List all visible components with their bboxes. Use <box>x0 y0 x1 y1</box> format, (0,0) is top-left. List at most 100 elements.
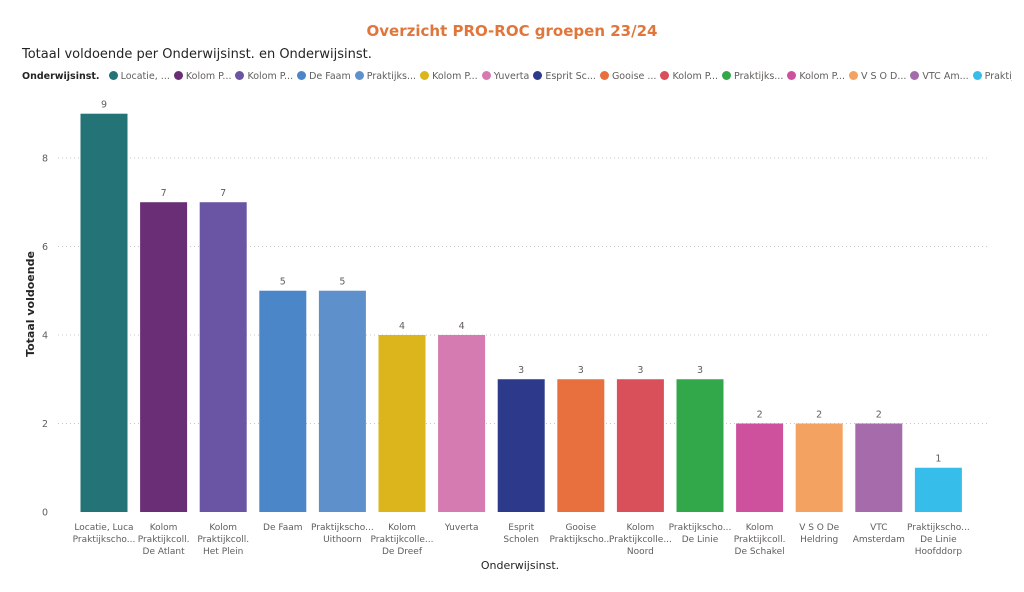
legend-item[interactable]: Yuverta <box>481 71 530 82</box>
data-label: 2 <box>876 409 882 420</box>
legend-item[interactable]: Praktijks... <box>722 71 783 82</box>
data-label: 4 <box>399 321 405 332</box>
legend-color-dot <box>599 71 609 80</box>
legend-label: Kolom P... <box>672 71 719 82</box>
x-tick-label-line: De Dreef <box>382 547 423 557</box>
legend-item[interactable]: De Faam <box>297 71 351 82</box>
legend-color-dot <box>533 71 543 80</box>
x-tick-label-line: Praktijkcolle... <box>370 535 433 545</box>
legend-item[interactable]: Esprit Sc... <box>533 71 596 82</box>
legend-color-dot <box>354 71 364 80</box>
x-tick-label-line: Gooise <box>565 523 596 533</box>
x-tick-label: Kolom Praktijkcolle... Noord <box>609 523 672 557</box>
x-tick-label-line: Kolom <box>388 523 416 533</box>
x-tick-label-line: Praktijkscho... <box>549 535 612 545</box>
data-label: 3 <box>518 365 524 376</box>
x-tick-label: VTC Amsterdam <box>853 523 905 545</box>
legend-label: Praktijks... <box>734 71 784 82</box>
y-tick-label: 0 <box>42 508 48 519</box>
x-tick-label: Praktijkscho... De Linie <box>669 523 732 545</box>
bar <box>795 423 843 512</box>
x-tick-label-line: VTC <box>870 523 887 533</box>
data-label: 3 <box>637 365 643 376</box>
bar <box>914 467 962 512</box>
x-tick-label-line: Yuverta <box>444 523 479 533</box>
data-label: 5 <box>280 277 286 288</box>
bar <box>199 202 247 512</box>
bar <box>676 379 724 512</box>
bar <box>497 379 545 512</box>
legend-item[interactable]: Kolom P... <box>420 71 478 82</box>
data-label: 7 <box>161 188 167 199</box>
legend-item[interactable]: Gooise ... <box>599 71 657 82</box>
legend-label: De Faam <box>309 71 351 82</box>
bar <box>855 423 903 512</box>
bar <box>557 379 605 512</box>
legend-item[interactable]: VTC Am... <box>910 71 969 82</box>
legend-color-dot <box>173 71 183 80</box>
legend-item[interactable]: Kolom P... <box>660 71 718 82</box>
x-tick-label-line: De Atlant <box>143 547 186 557</box>
x-tick-label: Gooise Praktijkscho... <box>549 523 612 545</box>
x-axis-label: Onderwijsinst. <box>481 559 559 572</box>
legend-item[interactable]: V S O D... <box>848 71 907 82</box>
x-tick-label-line: De Linie <box>920 535 957 545</box>
legend-color-dot <box>481 71 491 80</box>
legend-item[interactable]: Kolom P... <box>787 71 845 82</box>
legend-items: Locatie, ... Kolom P... Kolom P... De Faam P… <box>108 71 1012 82</box>
x-tick-label-line: Praktijkcoll. <box>197 535 249 545</box>
bar <box>438 334 486 512</box>
x-tick-label-line: Esprit <box>508 523 534 533</box>
x-tick-label-line: Praktijkscho... <box>73 535 136 545</box>
legend-item[interactable]: Kolom P... <box>235 71 293 82</box>
legend-item[interactable]: Praktijks... <box>354 71 416 82</box>
legend-label: Kolom P... <box>799 71 845 82</box>
x-tick-label-line: Scholen <box>503 535 539 545</box>
y-axis-label: Totaal voldoende <box>24 251 37 357</box>
legend-item[interactable]: Locatie, ... <box>108 71 170 82</box>
data-label: 5 <box>339 277 345 288</box>
legend-label: Kolom P... <box>185 71 232 82</box>
x-tick-label-line: Praktijkscho... <box>907 523 970 533</box>
x-tick-label-line: Het Plein <box>203 547 243 557</box>
legend-color-dot <box>420 71 430 80</box>
y-tick-label: 4 <box>42 330 48 341</box>
legend-color-dot <box>722 71 732 80</box>
x-tick-label: Kolom Praktijkcolle... De Dreef <box>370 523 433 557</box>
bar <box>318 290 366 512</box>
legend-color-dot <box>660 71 670 80</box>
legend: Onderwijsinst. Locatie, ... Kolom P... Kol… <box>22 71 1012 87</box>
x-tick-label-line: Kolom <box>150 523 178 533</box>
x-tick-label-line: De Linie <box>682 535 719 545</box>
legend-item[interactable]: Kolom P... <box>173 71 232 82</box>
x-tick-label-line: V S O De <box>799 523 839 533</box>
y-tick-label: 6 <box>42 242 48 253</box>
x-tick-label: Praktijkscho... Uithoorn <box>311 523 374 545</box>
x-tick-label-line: Praktijkcoll. <box>734 535 786 545</box>
page-title: Overzicht PRO-ROC groepen 23/24 <box>366 22 658 40</box>
bar <box>736 423 784 512</box>
legend-label: V S O D... <box>860 71 907 82</box>
x-tick-label-line: Kolom <box>746 523 774 533</box>
legend-label: Locatie, ... <box>120 71 170 82</box>
legend-color-dot <box>297 71 307 80</box>
chart-title: Totaal voldoende per Onderwijsinst. en O… <box>22 47 372 62</box>
x-tick-label: Kolom Praktijkcoll. De Schakel <box>734 523 786 557</box>
data-label: 2 <box>816 409 822 420</box>
x-tick-label-line: Kolom <box>627 523 655 533</box>
legend-label: Kolom P... <box>432 71 478 82</box>
data-label: 9 <box>101 100 107 111</box>
x-tick-label-line: Noord <box>627 547 654 557</box>
x-tick-label-line: Heldring <box>800 535 838 545</box>
y-tick-label: 8 <box>42 153 48 164</box>
legend-label: Yuverta <box>493 71 530 82</box>
x-tick-label-line: De Schakel <box>735 547 785 557</box>
legend-item[interactable]: Praktijks... <box>972 71 1012 82</box>
x-tick-label-line: De Faam <box>263 523 302 533</box>
legend-color-dot <box>235 71 245 80</box>
legend-label: Gooise ... <box>611 71 657 82</box>
bar <box>80 113 128 513</box>
x-tick-label: Kolom Praktijkcoll. Het Plein <box>197 523 249 557</box>
legend-label: Esprit Sc... <box>545 71 596 82</box>
